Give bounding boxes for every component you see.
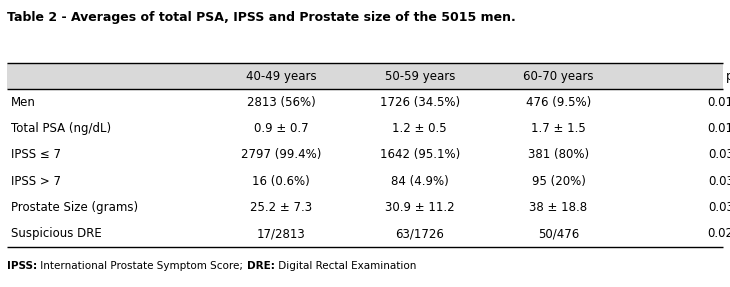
Text: 0.03: 0.03 <box>708 148 730 162</box>
Text: 0.03: 0.03 <box>708 201 730 214</box>
Text: 1.2 ± 0.5: 1.2 ± 0.5 <box>393 122 447 135</box>
Text: 63/1726: 63/1726 <box>396 227 444 240</box>
Text: 50/476: 50/476 <box>538 227 579 240</box>
Text: 30.9 ± 11.2: 30.9 ± 11.2 <box>385 201 455 214</box>
Text: Total PSA (ng/dL): Total PSA (ng/dL) <box>11 122 111 135</box>
Text: 0.9 ± 0.7: 0.9 ± 0.7 <box>254 122 308 135</box>
Text: p: p <box>726 70 730 83</box>
Text: 0.01: 0.01 <box>707 96 730 109</box>
Text: 50-59 years: 50-59 years <box>385 70 455 83</box>
Text: 38 ± 18.8: 38 ± 18.8 <box>529 201 588 214</box>
Text: 84 (4.9%): 84 (4.9%) <box>391 175 449 188</box>
Text: Men: Men <box>11 96 36 109</box>
Text: 476 (9.5%): 476 (9.5%) <box>526 96 591 109</box>
Text: 40-49 years: 40-49 years <box>246 70 316 83</box>
Text: 17/2813: 17/2813 <box>257 227 305 240</box>
Text: 2813 (56%): 2813 (56%) <box>247 96 315 109</box>
Text: 1.7 ± 1.5: 1.7 ± 1.5 <box>531 122 586 135</box>
Text: Suspicious DRE: Suspicious DRE <box>11 227 101 240</box>
Text: Digital Rectal Examination: Digital Rectal Examination <box>274 261 416 271</box>
Bar <box>7 63 723 89</box>
Text: 2797 (99.4%): 2797 (99.4%) <box>241 148 321 162</box>
Text: 60-70 years: 60-70 years <box>523 70 593 83</box>
Text: International Prostate Symptom Score;: International Prostate Symptom Score; <box>37 261 247 271</box>
Text: 381 (80%): 381 (80%) <box>528 148 589 162</box>
Text: 1642 (95.1%): 1642 (95.1%) <box>380 148 460 162</box>
Text: Table 2 - Averages of total PSA, IPSS and Prostate size of the 5015 men.: Table 2 - Averages of total PSA, IPSS an… <box>7 11 516 24</box>
Text: 0.03: 0.03 <box>708 175 730 188</box>
Text: IPSS > 7: IPSS > 7 <box>11 175 61 188</box>
Text: 1726 (34.5%): 1726 (34.5%) <box>380 96 460 109</box>
Text: 0.01: 0.01 <box>707 122 730 135</box>
Text: 95 (20%): 95 (20%) <box>531 175 585 188</box>
Text: 25.2 ± 7.3: 25.2 ± 7.3 <box>250 201 312 214</box>
Text: 0.02: 0.02 <box>707 227 730 240</box>
Text: IPSS ≤ 7: IPSS ≤ 7 <box>11 148 61 162</box>
Text: 16 (0.6%): 16 (0.6%) <box>252 175 310 188</box>
Text: IPSS:: IPSS: <box>7 261 37 271</box>
Text: DRE:: DRE: <box>247 261 274 271</box>
Text: Prostate Size (grams): Prostate Size (grams) <box>11 201 138 214</box>
